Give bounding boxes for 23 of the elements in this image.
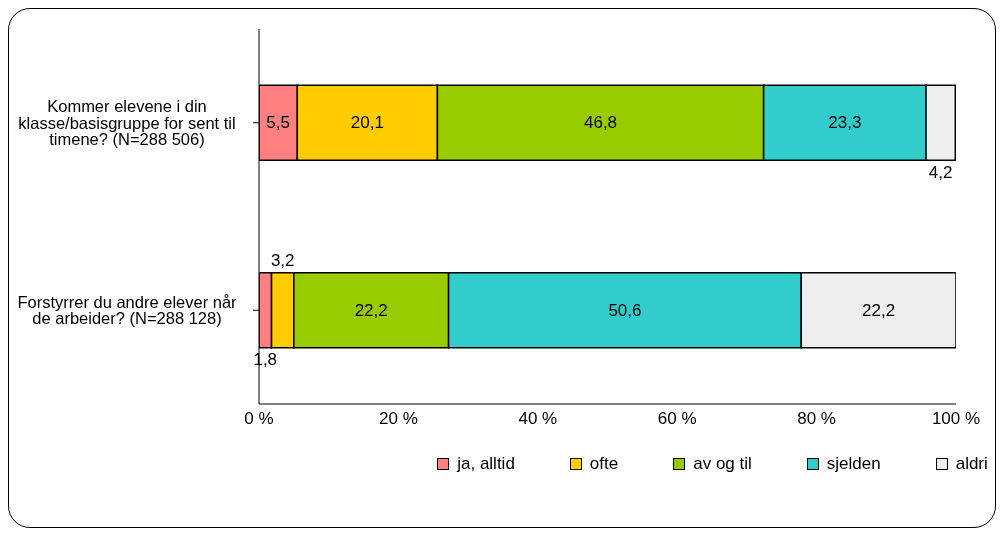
data-label: 1,8 xyxy=(253,350,278,370)
data-label: 20,1 xyxy=(350,113,384,133)
y-tick-label: Kommer elevene i din klasse/basisgruppe for sent til timene? (N=288 506) xyxy=(18,97,236,149)
legend-label: ofte xyxy=(589,454,619,474)
data-label: 50,6 xyxy=(608,300,642,320)
data-label: 46,8 xyxy=(583,113,618,133)
legend-label: av og til xyxy=(693,454,752,474)
data-label: 22,2 xyxy=(354,300,388,320)
x-tick-label: 80 % xyxy=(797,409,836,429)
legend-label: aldri xyxy=(955,454,988,474)
legend-label: sjelden xyxy=(826,454,881,474)
x-tick-label: 60 % xyxy=(657,409,697,429)
data-label: 5,5 xyxy=(266,113,290,133)
y-tick-label: Forstyrrer du andre elever når de arbeider? (N=288 128) xyxy=(17,292,238,328)
data-label: 23,3 xyxy=(828,113,862,133)
data-label: 4,2 xyxy=(928,162,953,182)
x-tick-label: 100 % xyxy=(931,409,981,429)
data-label: 22,2 xyxy=(862,300,896,320)
x-tick-label: 40 % xyxy=(518,409,558,429)
x-tick-label: 0 % xyxy=(244,409,274,429)
legend-label: ja, alltid xyxy=(457,454,515,474)
x-tick-label: 20 % xyxy=(379,409,418,429)
data-label: 3,2 xyxy=(270,251,295,271)
